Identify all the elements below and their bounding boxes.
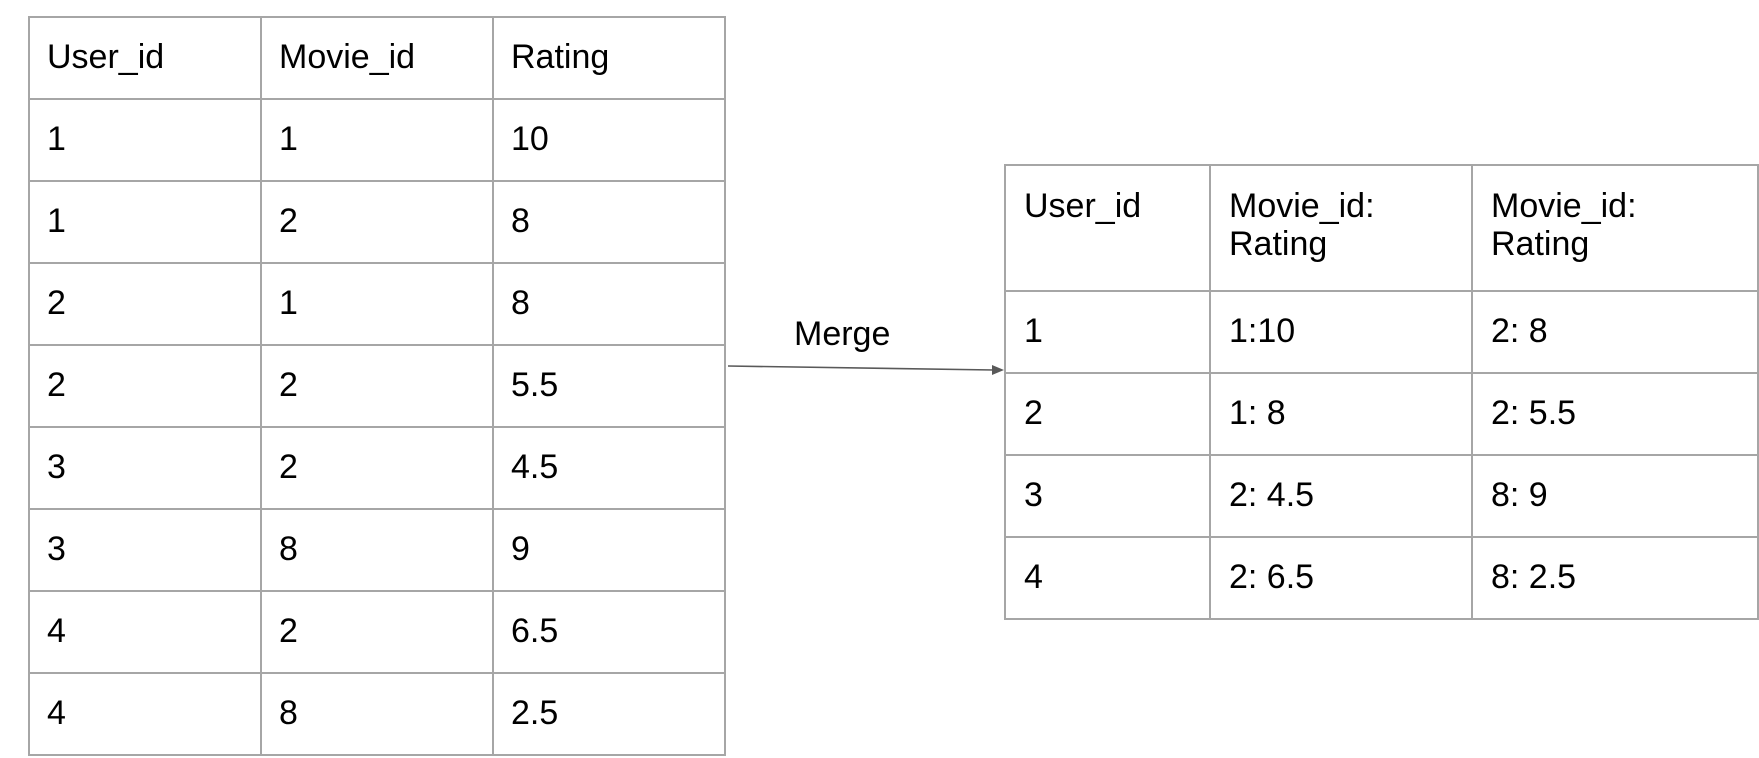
table-cell: 10 [492, 98, 726, 182]
table-cell: 5.5 [492, 344, 726, 428]
table-row: 3 2 4.5 [28, 426, 726, 510]
table-cell: 8 [260, 672, 494, 756]
header-cell-movie-rating: Movie_id: Rating [1471, 164, 1759, 292]
table-cell: 2 [260, 180, 494, 264]
header-cell-movie-id: Movie_id [260, 16, 494, 100]
table-cell: 4.5 [492, 426, 726, 510]
table-cell: 1 [1004, 290, 1211, 374]
table-row: 2 1: 8 2: 5.5 [1004, 372, 1759, 456]
table-cell: 4 [28, 672, 262, 756]
table-cell: 1:10 [1209, 290, 1473, 374]
table-cell: 3 [28, 508, 262, 592]
table-cell: 2.5 [492, 672, 726, 756]
table-cell: 2: 6.5 [1209, 536, 1473, 620]
table-row: 4 2 6.5 [28, 590, 726, 674]
table-cell: 3 [1004, 454, 1211, 538]
table-cell: 2 [28, 344, 262, 428]
table-header-row: User_id Movie_id Rating [28, 16, 726, 100]
table-cell: 1 [28, 98, 262, 182]
table-cell: 2 [260, 590, 494, 674]
table-row: 2 2 5.5 [28, 344, 726, 428]
header-cell-user-id: User_id [1004, 164, 1211, 292]
table-cell: 8 [260, 508, 494, 592]
table-cell: 8 [492, 262, 726, 346]
table-row: 3 2: 4.5 8: 9 [1004, 454, 1759, 538]
table-cell: 8: 9 [1471, 454, 1759, 538]
header-cell-movie-rating: Movie_id: Rating [1209, 164, 1473, 292]
table-cell: 2: 4.5 [1209, 454, 1473, 538]
table-cell: 2: 5.5 [1471, 372, 1759, 456]
source-table: User_id Movie_id Rating 1 1 10 1 2 8 2 1… [28, 16, 726, 756]
table-cell: 2 [1004, 372, 1211, 456]
table-cell: 2 [260, 344, 494, 428]
table-row: 2 1 8 [28, 262, 726, 346]
merge-label: Merge [794, 315, 891, 353]
header-cell-rating: Rating [492, 16, 726, 100]
table-row: 4 8 2.5 [28, 672, 726, 756]
table-cell: 4 [1004, 536, 1211, 620]
table-cell: 1 [260, 262, 494, 346]
table-cell: 1: 8 [1209, 372, 1473, 456]
table-row: 4 2: 6.5 8: 2.5 [1004, 536, 1759, 620]
table-cell: 3 [28, 426, 262, 510]
table-cell: 2: 8 [1471, 290, 1759, 374]
table-cell: 1 [260, 98, 494, 182]
table-cell: 2 [260, 426, 494, 510]
merged-table: User_id Movie_id: Rating Movie_id: Ratin… [1004, 164, 1759, 620]
header-cell-user-id: User_id [28, 16, 262, 100]
table-cell: 8 [492, 180, 726, 264]
table-cell: 9 [492, 508, 726, 592]
table-header-row: User_id Movie_id: Rating Movie_id: Ratin… [1004, 164, 1759, 292]
arrow-shaft [727, 365, 995, 371]
table-cell: 8: 2.5 [1471, 536, 1759, 620]
table-cell: 4 [28, 590, 262, 674]
table-row: 1 1:10 2: 8 [1004, 290, 1759, 374]
table-cell: 6.5 [492, 590, 726, 674]
table-row: 1 2 8 [28, 180, 726, 264]
table-cell: 2 [28, 262, 262, 346]
table-row: 1 1 10 [28, 98, 726, 182]
merge-arrow-icon [727, 365, 1004, 375]
table-cell: 1 [28, 180, 262, 264]
table-row: 3 8 9 [28, 508, 726, 592]
arrow-head [992, 365, 1004, 375]
